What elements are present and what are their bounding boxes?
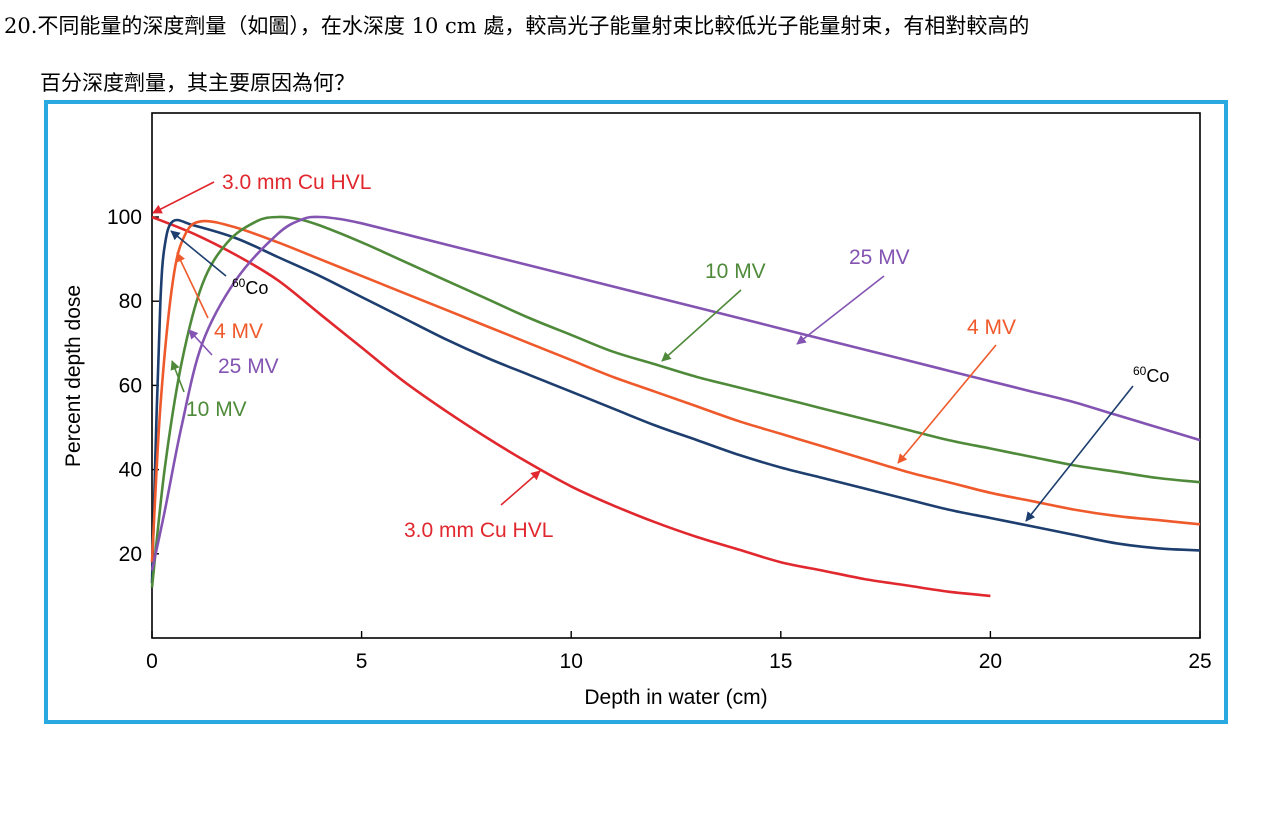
- y-tick-label: 60: [119, 374, 142, 397]
- series-line-10-mv: [150, 215, 1201, 588]
- annotation-label-25-mv: 25 MV: [218, 355, 279, 378]
- y-tick-label: 40: [119, 459, 142, 482]
- y-tick-label: 20: [119, 543, 142, 566]
- chart-frame: [44, 100, 1228, 724]
- question-line-2: 百分深度劑量，其主要原因為何？: [40, 71, 355, 95]
- x-tick-label: 5: [356, 650, 368, 673]
- y-tick-label: 80: [119, 290, 142, 313]
- annotation-arrow-3-0-mm-cu-hvl: [152, 181, 215, 214]
- annotation-arrow-25-mv: [796, 275, 885, 345]
- annotation-label-3-0-mm-cu-hvl: 3.0 mm Cu HVL: [222, 171, 371, 194]
- annotation-arrow-25-mv: [188, 329, 213, 356]
- annotation-arrow-4-mv: [897, 344, 997, 464]
- x-tick-label: 25: [1188, 650, 1211, 673]
- annotation-arrow-3-0-mm-cu-hvl: [500, 470, 541, 506]
- annotation-arrow-10-mv: [170, 360, 185, 393]
- annotation-label-25-mv: 25 MV: [849, 246, 910, 269]
- x-axis-label: Depth in water (cm): [584, 686, 767, 709]
- series-line-3-0-mm-cu-hvl: [151, 215, 991, 598]
- question-text-1: 不同能量的深度劑量（如圖），在水深度 10 cm 處，較高光子能量射束比較低光子…: [37, 14, 1030, 38]
- question-number: 20.: [4, 14, 38, 38]
- x-tick-label: 10: [560, 650, 583, 673]
- x-tick-label: 0: [146, 650, 158, 673]
- series-line-4-mv: [150, 219, 1201, 563]
- x-tick-label: 15: [769, 650, 792, 673]
- annotation-arrow-60co: [1025, 385, 1134, 522]
- annotation-label-4-mv: 4 MV: [214, 320, 263, 343]
- y-tick-label: 100: [107, 206, 142, 229]
- y-axis-label: Percent depth dose: [62, 285, 85, 467]
- annotation-label-10-mv: 10 MV: [705, 260, 766, 283]
- annotation-label-60co: 60Co: [1133, 364, 1169, 386]
- question-line-1: 20.不同能量的深度劑量（如圖），在水深度 10 cm 處，較高光子能量射束比較…: [4, 16, 1029, 37]
- plot-area-border: [151, 112, 1201, 639]
- annotation-label-10-mv: 10 MV: [186, 398, 247, 421]
- annotation-label-3-0-mm-cu-hvl: 3.0 mm Cu HVL: [404, 519, 553, 542]
- annotation-label-4-mv: 4 MV: [967, 316, 1016, 339]
- x-tick-label: 20: [979, 650, 1002, 673]
- series-line-60co: [150, 218, 1201, 584]
- series-line-25-mv: [150, 215, 1201, 571]
- annotation-arrow-60co: [170, 230, 227, 277]
- annotation-arrow-4-mv: [176, 252, 209, 319]
- annotation-arrow-10-mv: [661, 289, 742, 362]
- annotation-label-60co: 60Co: [232, 276, 268, 298]
